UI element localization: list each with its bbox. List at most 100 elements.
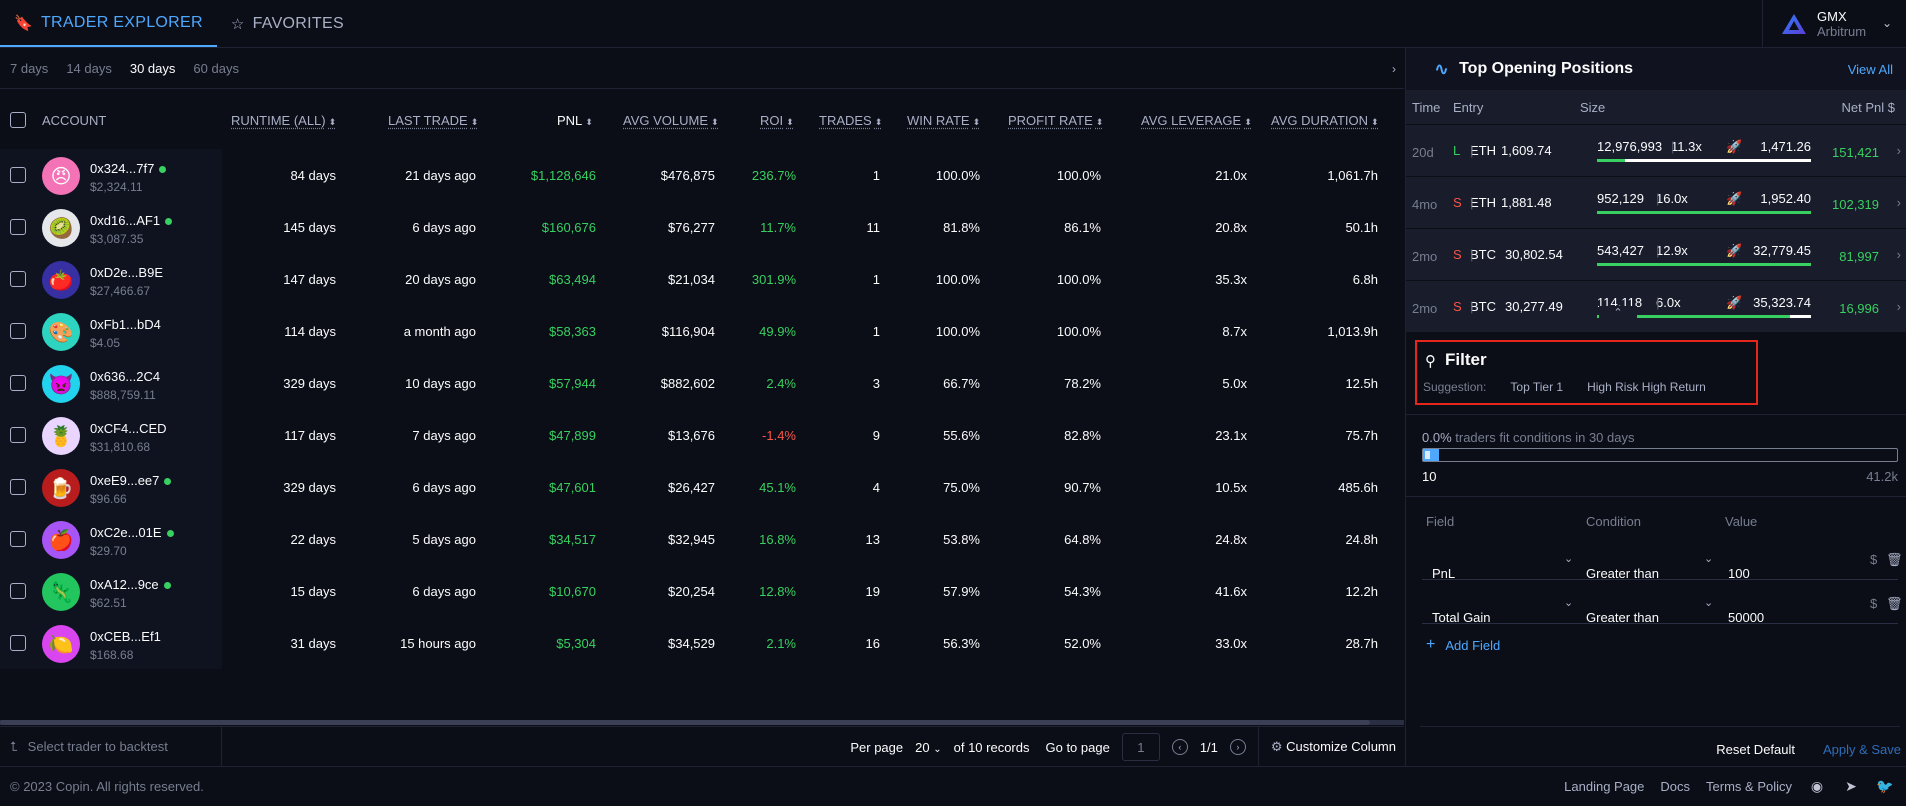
chevron-down-icon[interactable]: ⌄ [1704, 553, 1714, 565]
time-filter-14d[interactable]: 14 days [66, 60, 112, 76]
header-runtime[interactable]: RUNTIME (ALL) ⬍ [231, 113, 336, 128]
account-address[interactable]: 0xeE9...ee7 [90, 473, 172, 488]
avatar[interactable]: 🎨 [42, 313, 80, 351]
trash-icon[interactable]: 🗑 [1886, 552, 1903, 567]
backtest-prompt[interactable]: ⮤ Select trader to backtest [0, 726, 222, 767]
footer-link-terms[interactable]: Terms & Policy [1706, 779, 1792, 794]
chevron-right-icon[interactable]: › [1896, 247, 1901, 262]
header-avg-volume[interactable]: AVG VOLUME ⬍ [623, 113, 719, 128]
twitter-icon[interactable]: 🐦 [1876, 778, 1894, 794]
range-slider[interactable] [1422, 448, 1898, 462]
tab-trader-explorer[interactable]: 🔖 TRADER EXPLORER [0, 0, 217, 47]
row-checkbox[interactable] [10, 323, 26, 339]
account-address[interactable]: 0xD2e...B9E [90, 265, 163, 280]
position-row[interactable]: 2mo S | BTC | 30,802.54 543,427 | 12.9x | … [1406, 228, 1906, 280]
collapse-panel-icon[interactable]: › [1392, 61, 1396, 76]
table-row[interactable]: 😠 0x324...7f7 $2,324.11 84 days 21 days ag… [0, 149, 1404, 201]
account-cell[interactable] [0, 201, 222, 253]
account-cell[interactable] [0, 409, 222, 461]
suggestion-high-risk[interactable]: High Risk High Return [1587, 380, 1706, 394]
chevron-right-icon[interactable]: › [1896, 299, 1901, 314]
account-address[interactable]: 0xFb1...bD4 [90, 317, 161, 332]
table-row[interactable]: 🍅 0xD2e...B9E $27,466.67 147 days 20 days … [0, 253, 1404, 305]
account-cell[interactable] [0, 461, 222, 513]
account-cell[interactable] [0, 305, 222, 357]
header-avg-duration[interactable]: AVG DURATION ⬍ [1271, 113, 1379, 128]
customize-column-button[interactable]: ⚙ Customize Column [1271, 739, 1396, 755]
position-row[interactable]: 2mo S | BTC | 30,277.49 114,118 | 6.0x | 🚀… [1406, 280, 1906, 332]
range-handle[interactable] [1425, 451, 1430, 459]
table-row[interactable]: 🦎 0xA12...9ce $62.51 15 days 6 days ago $10… [0, 565, 1404, 617]
time-filter-30d[interactable]: 30 days [129, 60, 176, 76]
suggestion-top-tier[interactable]: Top Tier 1 [1510, 380, 1564, 394]
avatar[interactable]: 🍋 [42, 625, 80, 663]
tab-favorites[interactable]: ☆ FAVORITES [217, 0, 358, 47]
account-address[interactable]: 0x324...7f7 [90, 161, 167, 176]
header-roi[interactable]: ROI ⬍ [760, 113, 794, 128]
account-cell[interactable] [0, 617, 222, 669]
account-cell[interactable] [0, 565, 222, 617]
add-field-button[interactable]: + Add Field [1426, 636, 1500, 654]
table-row[interactable]: 🥝 0xd16...AF1 $3,087.35 145 days 6 days ag… [0, 201, 1404, 253]
avatar[interactable]: 🦎 [42, 573, 80, 611]
table-row[interactable]: 🍍 0xCF4...CED $31,810.68 117 days 7 days a… [0, 409, 1404, 461]
chevron-down-icon[interactable]: ⌄ [1564, 597, 1574, 609]
chevron-right-icon[interactable]: › [1896, 195, 1901, 210]
row-checkbox[interactable] [10, 583, 26, 599]
position-row[interactable]: 20d L | ETH | 1,609.74 12,976,993 | 11.3x… [1406, 124, 1906, 176]
account-cell[interactable] [0, 253, 222, 305]
header-trades[interactable]: TRADES ⬍ [819, 113, 882, 128]
discord-icon[interactable]: ◉ [1810, 778, 1824, 794]
avatar[interactable]: 🍺 [42, 469, 80, 507]
telegram-icon[interactable]: ➤ [1845, 778, 1857, 794]
view-all-link[interactable]: View All [1847, 62, 1893, 77]
footer-link-landing[interactable]: Landing Page [1564, 779, 1645, 794]
goto-page-input[interactable]: 1 [1121, 733, 1160, 761]
time-filter-60d[interactable]: 60 days [193, 60, 239, 76]
avatar[interactable]: 🥝 [42, 209, 80, 247]
account-address[interactable]: 0xA12...9ce [90, 577, 171, 592]
table-row[interactable]: 👿 0x636...2C4 $888,759.11 329 days 10 days… [0, 357, 1404, 409]
header-last-trade[interactable]: LAST TRADE ⬍ [388, 113, 478, 128]
avatar[interactable]: 😠 [42, 157, 80, 195]
reset-default-button[interactable]: Reset Default [1716, 742, 1795, 757]
avatar[interactable]: 👿 [42, 365, 80, 403]
scrollbar-thumb[interactable] [0, 720, 1370, 725]
account-address[interactable]: 0xCEB...Ef1 [90, 629, 161, 644]
time-filter-7d[interactable]: 7 days [10, 60, 49, 76]
account-cell[interactable] [0, 357, 222, 409]
table-row[interactable]: 🎨 0xFb1...bD4 $4.05 114 days a month ago $5… [0, 305, 1404, 357]
row-checkbox[interactable] [10, 427, 26, 443]
account-address[interactable]: 0xC2e...01E [90, 525, 174, 540]
account-address[interactable]: 0xd16...AF1 [90, 213, 173, 228]
header-avg-leverage[interactable]: AVG LEVERAGE ⬍ [1141, 113, 1252, 128]
row-checkbox[interactable] [10, 167, 26, 183]
trash-icon[interactable]: 🗑 [1886, 596, 1903, 611]
apply-save-button[interactable]: Apply & Save [1822, 742, 1901, 757]
chevron-right-icon[interactable]: › [1896, 143, 1901, 158]
chevron-down-icon[interactable]: ⌄ [1564, 553, 1574, 565]
row-checkbox[interactable] [10, 219, 26, 235]
prev-page-icon[interactable]: ‹ [1171, 739, 1188, 755]
per-page-select[interactable]: 20 ⌄ [915, 740, 941, 755]
header-pnl[interactable]: PNL ⬍ [557, 113, 593, 128]
account-address[interactable]: 0xCF4...CED [90, 421, 167, 436]
table-row[interactable]: 🍋 0xCEB...Ef1 $168.68 31 days 15 hours ago… [0, 617, 1404, 669]
avatar[interactable]: 🍅 [42, 261, 80, 299]
row-checkbox[interactable] [10, 531, 26, 547]
header-profit-rate[interactable]: PROFIT RATE ⬍ [1008, 113, 1103, 128]
header-win-rate[interactable]: WIN RATE ⬍ [907, 113, 980, 128]
row-checkbox[interactable] [10, 635, 26, 651]
avatar[interactable]: 🍍 [42, 417, 80, 455]
table-row[interactable]: 🍎 0xC2e...01E $29.70 22 days 5 days ago $34… [0, 513, 1404, 565]
select-all-checkbox[interactable] [10, 112, 26, 128]
horizontal-scrollbar[interactable] [0, 720, 1404, 725]
chevron-down-icon[interactable]: ⌄ [1704, 597, 1714, 609]
account-cell[interactable] [0, 149, 222, 201]
row-checkbox[interactable] [10, 271, 26, 287]
row-checkbox[interactable] [10, 479, 26, 495]
account-address[interactable]: 0x636...2C4 [90, 369, 160, 384]
row-checkbox[interactable] [10, 375, 26, 391]
footer-link-docs[interactable]: Docs [1660, 779, 1691, 794]
next-page-icon[interactable]: › [1229, 739, 1246, 755]
